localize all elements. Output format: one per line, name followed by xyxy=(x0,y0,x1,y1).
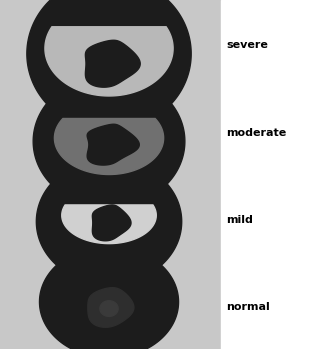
Polygon shape xyxy=(100,301,118,317)
Text: moderate: moderate xyxy=(226,128,286,138)
Polygon shape xyxy=(92,205,131,241)
Polygon shape xyxy=(54,119,164,174)
Ellipse shape xyxy=(64,174,101,201)
Polygon shape xyxy=(33,88,185,208)
Ellipse shape xyxy=(117,174,155,201)
Polygon shape xyxy=(36,169,182,284)
Ellipse shape xyxy=(116,252,150,276)
Polygon shape xyxy=(88,173,130,200)
Text: severe: severe xyxy=(226,40,268,50)
Polygon shape xyxy=(45,27,173,96)
Polygon shape xyxy=(40,252,179,349)
Polygon shape xyxy=(27,0,191,131)
Ellipse shape xyxy=(55,96,100,130)
Polygon shape xyxy=(87,124,139,165)
Polygon shape xyxy=(88,288,134,327)
Text: normal: normal xyxy=(226,302,270,312)
Polygon shape xyxy=(94,328,124,346)
Text: mild: mild xyxy=(226,215,253,225)
Bar xyxy=(221,0,316,349)
Polygon shape xyxy=(91,251,127,274)
Ellipse shape xyxy=(72,327,104,347)
Ellipse shape xyxy=(118,96,163,130)
Polygon shape xyxy=(62,205,156,244)
Ellipse shape xyxy=(68,252,102,276)
Polygon shape xyxy=(85,40,140,87)
Ellipse shape xyxy=(114,327,145,347)
Polygon shape xyxy=(84,96,134,130)
